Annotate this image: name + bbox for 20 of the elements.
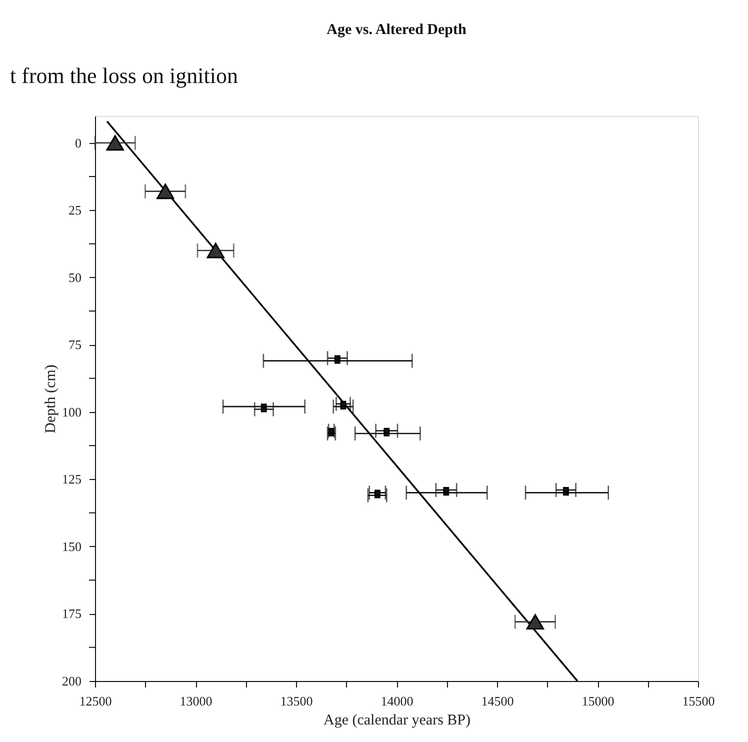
- y-tick-label: 0: [75, 135, 82, 150]
- y-tick-label: 150: [62, 538, 82, 554]
- x-tick-label: 14500: [481, 694, 514, 708]
- chart-title: Age vs. Altered Depth: [326, 22, 468, 38]
- y-tick-label: 125: [62, 472, 82, 487]
- y-tick-label: 75: [68, 337, 82, 352]
- x-tick-label: 15500: [682, 694, 715, 708]
- x-tick-label: 12500: [79, 694, 112, 708]
- x-axis-title: Age (calendar years BP): [323, 712, 471, 728]
- text: t from the loss on ignition: [10, 63, 238, 88]
- y-tick-label: 175: [62, 606, 82, 622]
- y-tick-label: 50: [68, 270, 82, 285]
- y-tick-label: 100: [62, 404, 82, 420]
- y-axis-title: Depth (cm): [43, 364, 59, 434]
- x-tick-label: 15000: [582, 694, 614, 708]
- x-tick-label: 14000: [380, 694, 414, 708]
- x-tick-label: 13000: [180, 694, 212, 708]
- y-tick-label: 25: [68, 202, 82, 218]
- y-tick-label: 200: [62, 674, 82, 688]
- x-tick-label: 13500: [280, 694, 313, 708]
